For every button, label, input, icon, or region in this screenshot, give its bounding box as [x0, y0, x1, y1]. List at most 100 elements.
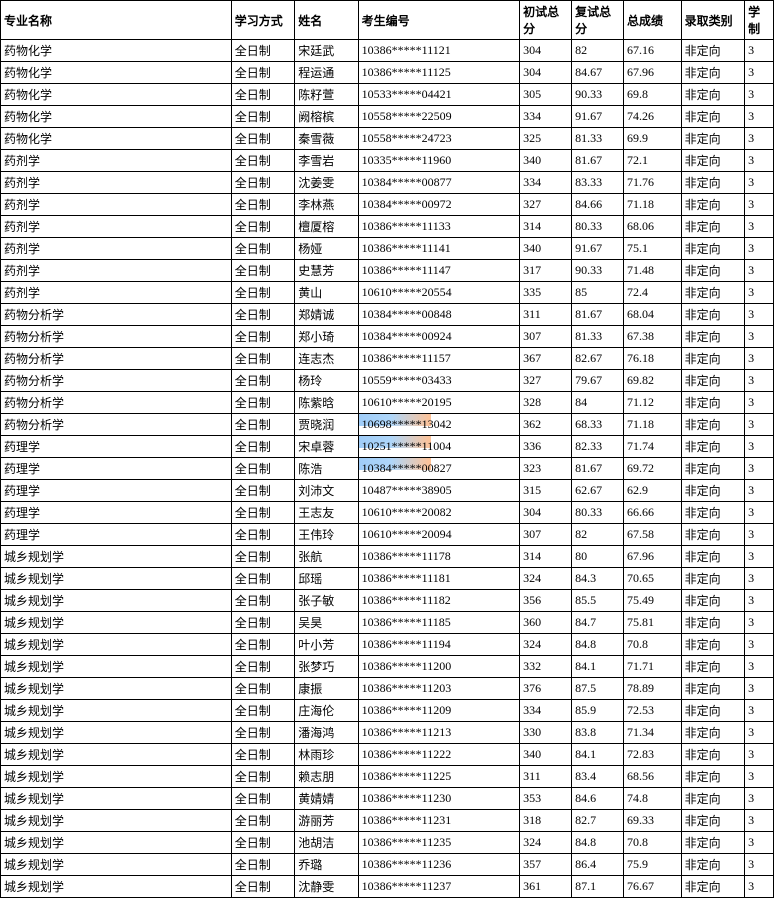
- cell: 10386*****11185: [358, 612, 520, 634]
- cell: 城乡规划学: [1, 656, 232, 678]
- cell: 全日制: [231, 480, 294, 502]
- cell: 70.8: [623, 634, 681, 656]
- cell: 3: [745, 656, 774, 678]
- col-header-4: 初试总分: [520, 1, 572, 40]
- cell: 82.7: [572, 810, 624, 832]
- cell: 3: [745, 612, 774, 634]
- cell: 81.67: [572, 458, 624, 480]
- cell: 324: [520, 568, 572, 590]
- cell: 307: [520, 326, 572, 348]
- cell: 67.96: [623, 546, 681, 568]
- cell: 城乡规划学: [1, 546, 232, 568]
- cell: 336: [520, 436, 572, 458]
- cell: 81.33: [572, 326, 624, 348]
- cell: 67.58: [623, 524, 681, 546]
- cell: 3: [745, 502, 774, 524]
- cell: 82: [572, 524, 624, 546]
- cell: 城乡规划学: [1, 744, 232, 766]
- cell: 药剂学: [1, 282, 232, 304]
- cell: 非定向: [681, 722, 744, 744]
- cell: 全日制: [231, 568, 294, 590]
- cell: 311: [520, 766, 572, 788]
- cell: 非定向: [681, 282, 744, 304]
- cell: 非定向: [681, 40, 744, 62]
- cell: 全日制: [231, 326, 294, 348]
- cell: 沈姜雯: [295, 172, 358, 194]
- cell: 全日制: [231, 238, 294, 260]
- cell: 檀厦榕: [295, 216, 358, 238]
- cell: 71.76: [623, 172, 681, 194]
- cell: 康振: [295, 678, 358, 700]
- table-row: 城乡规划学全日制吴昊10386*****1118536084.775.81非定向…: [1, 612, 774, 634]
- table-row: 药理学全日制宋卓蓉10251*****1100433682.3371.74非定向…: [1, 436, 774, 458]
- table-row: 药剂学全日制李雪岩10335*****1196034081.6772.1非定向3: [1, 150, 774, 172]
- cell: 赖志朋: [295, 766, 358, 788]
- cell: 10384*****00877: [358, 172, 520, 194]
- cell: 91.67: [572, 238, 624, 260]
- cell: 药理学: [1, 524, 232, 546]
- cell: 311: [520, 304, 572, 326]
- cell: 340: [520, 744, 572, 766]
- cell: 非定向: [681, 766, 744, 788]
- cell: 全日制: [231, 854, 294, 876]
- cell: 10335*****11960: [358, 150, 520, 172]
- cell: 324: [520, 832, 572, 854]
- cell: 10386*****11230: [358, 788, 520, 810]
- table-row: 城乡规划学全日制乔璐10386*****1123635786.475.9非定向3: [1, 854, 774, 876]
- cell: 非定向: [681, 546, 744, 568]
- cell: 杨玲: [295, 370, 358, 392]
- cell: 75.49: [623, 590, 681, 612]
- cell: 10386*****11125: [358, 62, 520, 84]
- cell: 全日制: [231, 524, 294, 546]
- cell: 307: [520, 524, 572, 546]
- cell: 城乡规划学: [1, 612, 232, 634]
- cell: 10386*****11181: [358, 568, 520, 590]
- cell: 74.8: [623, 788, 681, 810]
- cell: 非定向: [681, 348, 744, 370]
- cell: 非定向: [681, 62, 744, 84]
- cell: 3: [745, 348, 774, 370]
- cell: 84.1: [572, 656, 624, 678]
- cell: 城乡规划学: [1, 568, 232, 590]
- cell: 城乡规划学: [1, 678, 232, 700]
- cell: 叶小芳: [295, 634, 358, 656]
- cell: 80: [572, 546, 624, 568]
- cell: 非定向: [681, 458, 744, 480]
- admissions-table: 专业名称学习方式姓名考生编号初试总分复试总分总成绩录取类别学制 药物化学全日制宋…: [0, 0, 774, 898]
- cell: 全日制: [231, 106, 294, 128]
- table-row: 药理学全日制刘沛文10487*****3890531562.6762.9非定向3: [1, 480, 774, 502]
- cell: 68.56: [623, 766, 681, 788]
- cell: 87.1: [572, 876, 624, 898]
- table-row: 药物化学全日制程运通10386*****1112530484.6767.96非定…: [1, 62, 774, 84]
- cell: 全日制: [231, 40, 294, 62]
- cell: 69.33: [623, 810, 681, 832]
- cell: 3: [745, 876, 774, 898]
- cell: 334: [520, 700, 572, 722]
- cell: 334: [520, 172, 572, 194]
- cell: 药理学: [1, 458, 232, 480]
- cell: 3: [745, 810, 774, 832]
- cell: 328: [520, 392, 572, 414]
- cell: 非定向: [681, 832, 744, 854]
- cell: 药物化学: [1, 128, 232, 150]
- cell: 非定向: [681, 326, 744, 348]
- cell: 78.89: [623, 678, 681, 700]
- cell: 药剂学: [1, 216, 232, 238]
- cell: 317: [520, 260, 572, 282]
- cell: 79.67: [572, 370, 624, 392]
- cell: 非定向: [681, 216, 744, 238]
- cell: 71.34: [623, 722, 681, 744]
- cell: 非定向: [681, 194, 744, 216]
- cell: 张梦巧: [295, 656, 358, 678]
- table-row: 药物分析学全日制杨玲10559*****0343332779.6769.82非定…: [1, 370, 774, 392]
- cell: 全日制: [231, 282, 294, 304]
- cell: 10698*****13042: [358, 414, 520, 436]
- cell: 67.16: [623, 40, 681, 62]
- cell: 宋廷武: [295, 40, 358, 62]
- cell: 潘海鸿: [295, 722, 358, 744]
- cell: 3: [745, 634, 774, 656]
- cell: 84.67: [572, 62, 624, 84]
- col-header-8: 学制: [745, 1, 774, 40]
- cell: 356: [520, 590, 572, 612]
- cell: 10384*****00827: [358, 458, 520, 480]
